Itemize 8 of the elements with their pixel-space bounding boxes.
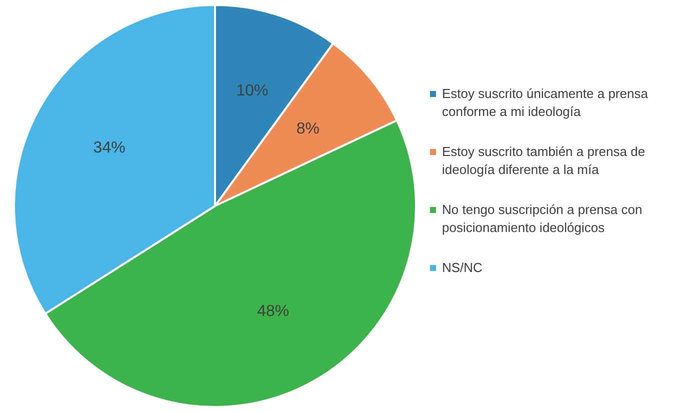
data-label: 8% bbox=[296, 120, 320, 138]
data-label: 10% bbox=[236, 82, 268, 100]
legend-label: Estoy suscrito también a prensa de ideología diferente a la mía bbox=[442, 143, 646, 179]
data-label: 48% bbox=[257, 303, 290, 320]
legend-label: No tengo suscripción a prensa con posicionamiento ideológicos bbox=[442, 201, 644, 237]
data-label: 34% bbox=[93, 139, 126, 156]
legend-label: NS/NC bbox=[442, 259, 482, 277]
legend-label: Estoy suscrito únicamente a prensa conforme a mi ideología bbox=[442, 85, 649, 121]
